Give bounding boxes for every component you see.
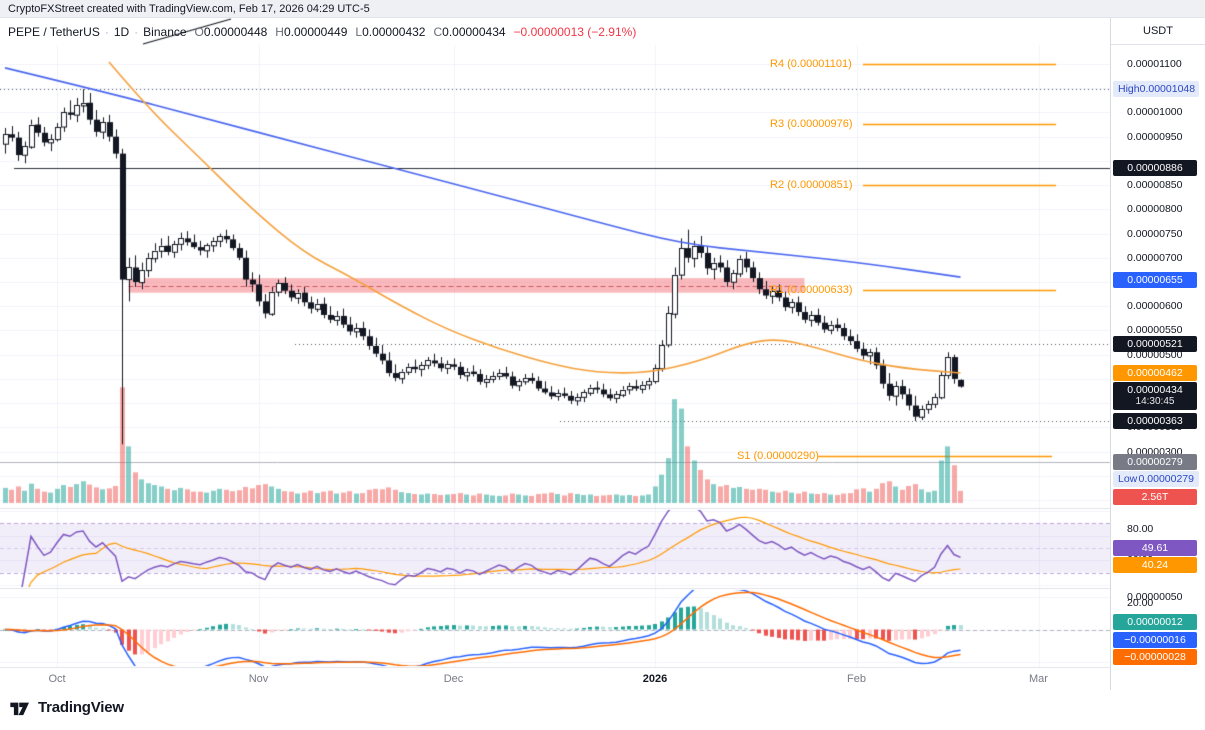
price-tick: 0.00000600 [1127, 300, 1183, 313]
price-tick: 0.00000950 [1127, 130, 1183, 143]
rsi-axis-badge: 49.61 [1113, 540, 1197, 557]
open-value: 0.00000448 [203, 25, 268, 39]
symbol-name[interactable]: PEPE / TetherUS [8, 25, 100, 39]
time-axis-label-feb: Feb [847, 673, 866, 685]
close-value: 0.00000434 [442, 25, 506, 39]
price-axis-badge: 0.00000434 14:30:45 [1113, 382, 1197, 411]
open-label: O [194, 25, 204, 39]
level-label-r3[interactable]: R3 (0.00000976) [770, 118, 853, 131]
price-tick: 0.00000800 [1127, 203, 1183, 216]
price-tick: 0.00001000 [1127, 106, 1183, 119]
price-axis-badge: 0.00000363 [1113, 413, 1197, 430]
low-value: 0.00000432 [362, 25, 426, 39]
time-axis-label-oct: Oct [48, 673, 66, 685]
change-value: −0.00000013 (−2.91%) [513, 25, 637, 39]
low-label: L [355, 25, 363, 39]
price-tick: 0.00000550 [1127, 324, 1183, 337]
rsi-tick: 20.00 [1127, 597, 1154, 609]
separator-dot: · [134, 25, 139, 39]
price-tick: 0.00000700 [1127, 251, 1183, 264]
currency-label[interactable]: USDT [1111, 18, 1205, 45]
time-axis-label-dec: Dec [443, 673, 464, 685]
tradingview-brand[interactable]: TradingView [38, 699, 124, 716]
attribution-text: CryptoFXStreet created with TradingView.… [8, 2, 370, 15]
macd-axis-badge: −0.00000028 [1113, 648, 1197, 665]
level-label-s1[interactable]: S1 (0.00000290) [737, 450, 819, 463]
countdown-timer: 14:30:45 [1135, 396, 1175, 408]
price-axis-badge: 0.00000886 [1113, 159, 1197, 176]
time-axis-label-mar: Mar [1029, 673, 1048, 685]
interval-label[interactable]: 1D [113, 25, 130, 39]
price-scale[interactable]: USDT 0.00001100 0.00001000 0.00000950 0.000… [1110, 18, 1205, 690]
high-price-marker: High 0.00001048 [1113, 81, 1199, 98]
symbol-header: PEPE / TetherUS · 1D · Binance O 0.000004… [8, 23, 636, 41]
low-marker-value: 0.00000279 [1138, 472, 1194, 485]
price-tick: 0.00000750 [1127, 227, 1183, 240]
high-label: H [275, 25, 284, 39]
attribution-bar: CryptoFXStreet created with TradingView.… [0, 0, 1205, 18]
price-axis-badge: 0.00000521 [1113, 336, 1197, 353]
level-label-r1[interactable]: R1 (0.00000633) [770, 284, 853, 297]
high-marker-value: 0.00001048 [1139, 83, 1196, 96]
time-axis-label-nov: Nov [248, 673, 269, 685]
low-marker-label: Low [1118, 472, 1138, 485]
time-axis-label-2026: 2026 [642, 673, 668, 685]
price-axis-badge: 0.00000279 [1113, 453, 1197, 470]
macd-tick: 0.00000050 [1127, 591, 1183, 603]
price-axis-badge: 0.00000462 [1113, 365, 1197, 382]
price-tick: 0.00000850 [1127, 179, 1183, 192]
level-label-r2[interactable]: R2 (0.00000851) [770, 178, 853, 191]
macd-axis-badge: 0.00000012 [1113, 613, 1197, 630]
level-label-r4[interactable]: R4 (0.00001101) [770, 57, 852, 70]
high-marker-label: High [1118, 83, 1140, 96]
separator-dot: · [104, 25, 109, 39]
time-axis[interactable]: Oct Nov Dec 2026 Feb Mar [0, 668, 1110, 690]
rsi-axis-badge: 40.24 [1113, 557, 1197, 574]
rsi-tick: 80.00 [1127, 523, 1154, 535]
footer: TradingView [10, 699, 124, 716]
price-axis-badge: 0.00000655 [1113, 271, 1197, 288]
tradingview-logo-icon[interactable] [10, 700, 32, 716]
volume-axis-badge: 2.56T [1113, 488, 1197, 505]
exchange-label[interactable]: Binance [143, 25, 187, 39]
close-label: C [433, 25, 443, 39]
low-price-marker: Low 0.00000279 [1113, 470, 1199, 487]
price-tick: 0.00001100 [1127, 58, 1182, 70]
macd-axis-badge: −0.00000016 [1113, 631, 1197, 648]
high-value: 0.00000449 [283, 25, 348, 39]
level-labels-layer: R4 (0.00001101) R3 (0.00000976) R2 (0.0000… [737, 57, 853, 463]
